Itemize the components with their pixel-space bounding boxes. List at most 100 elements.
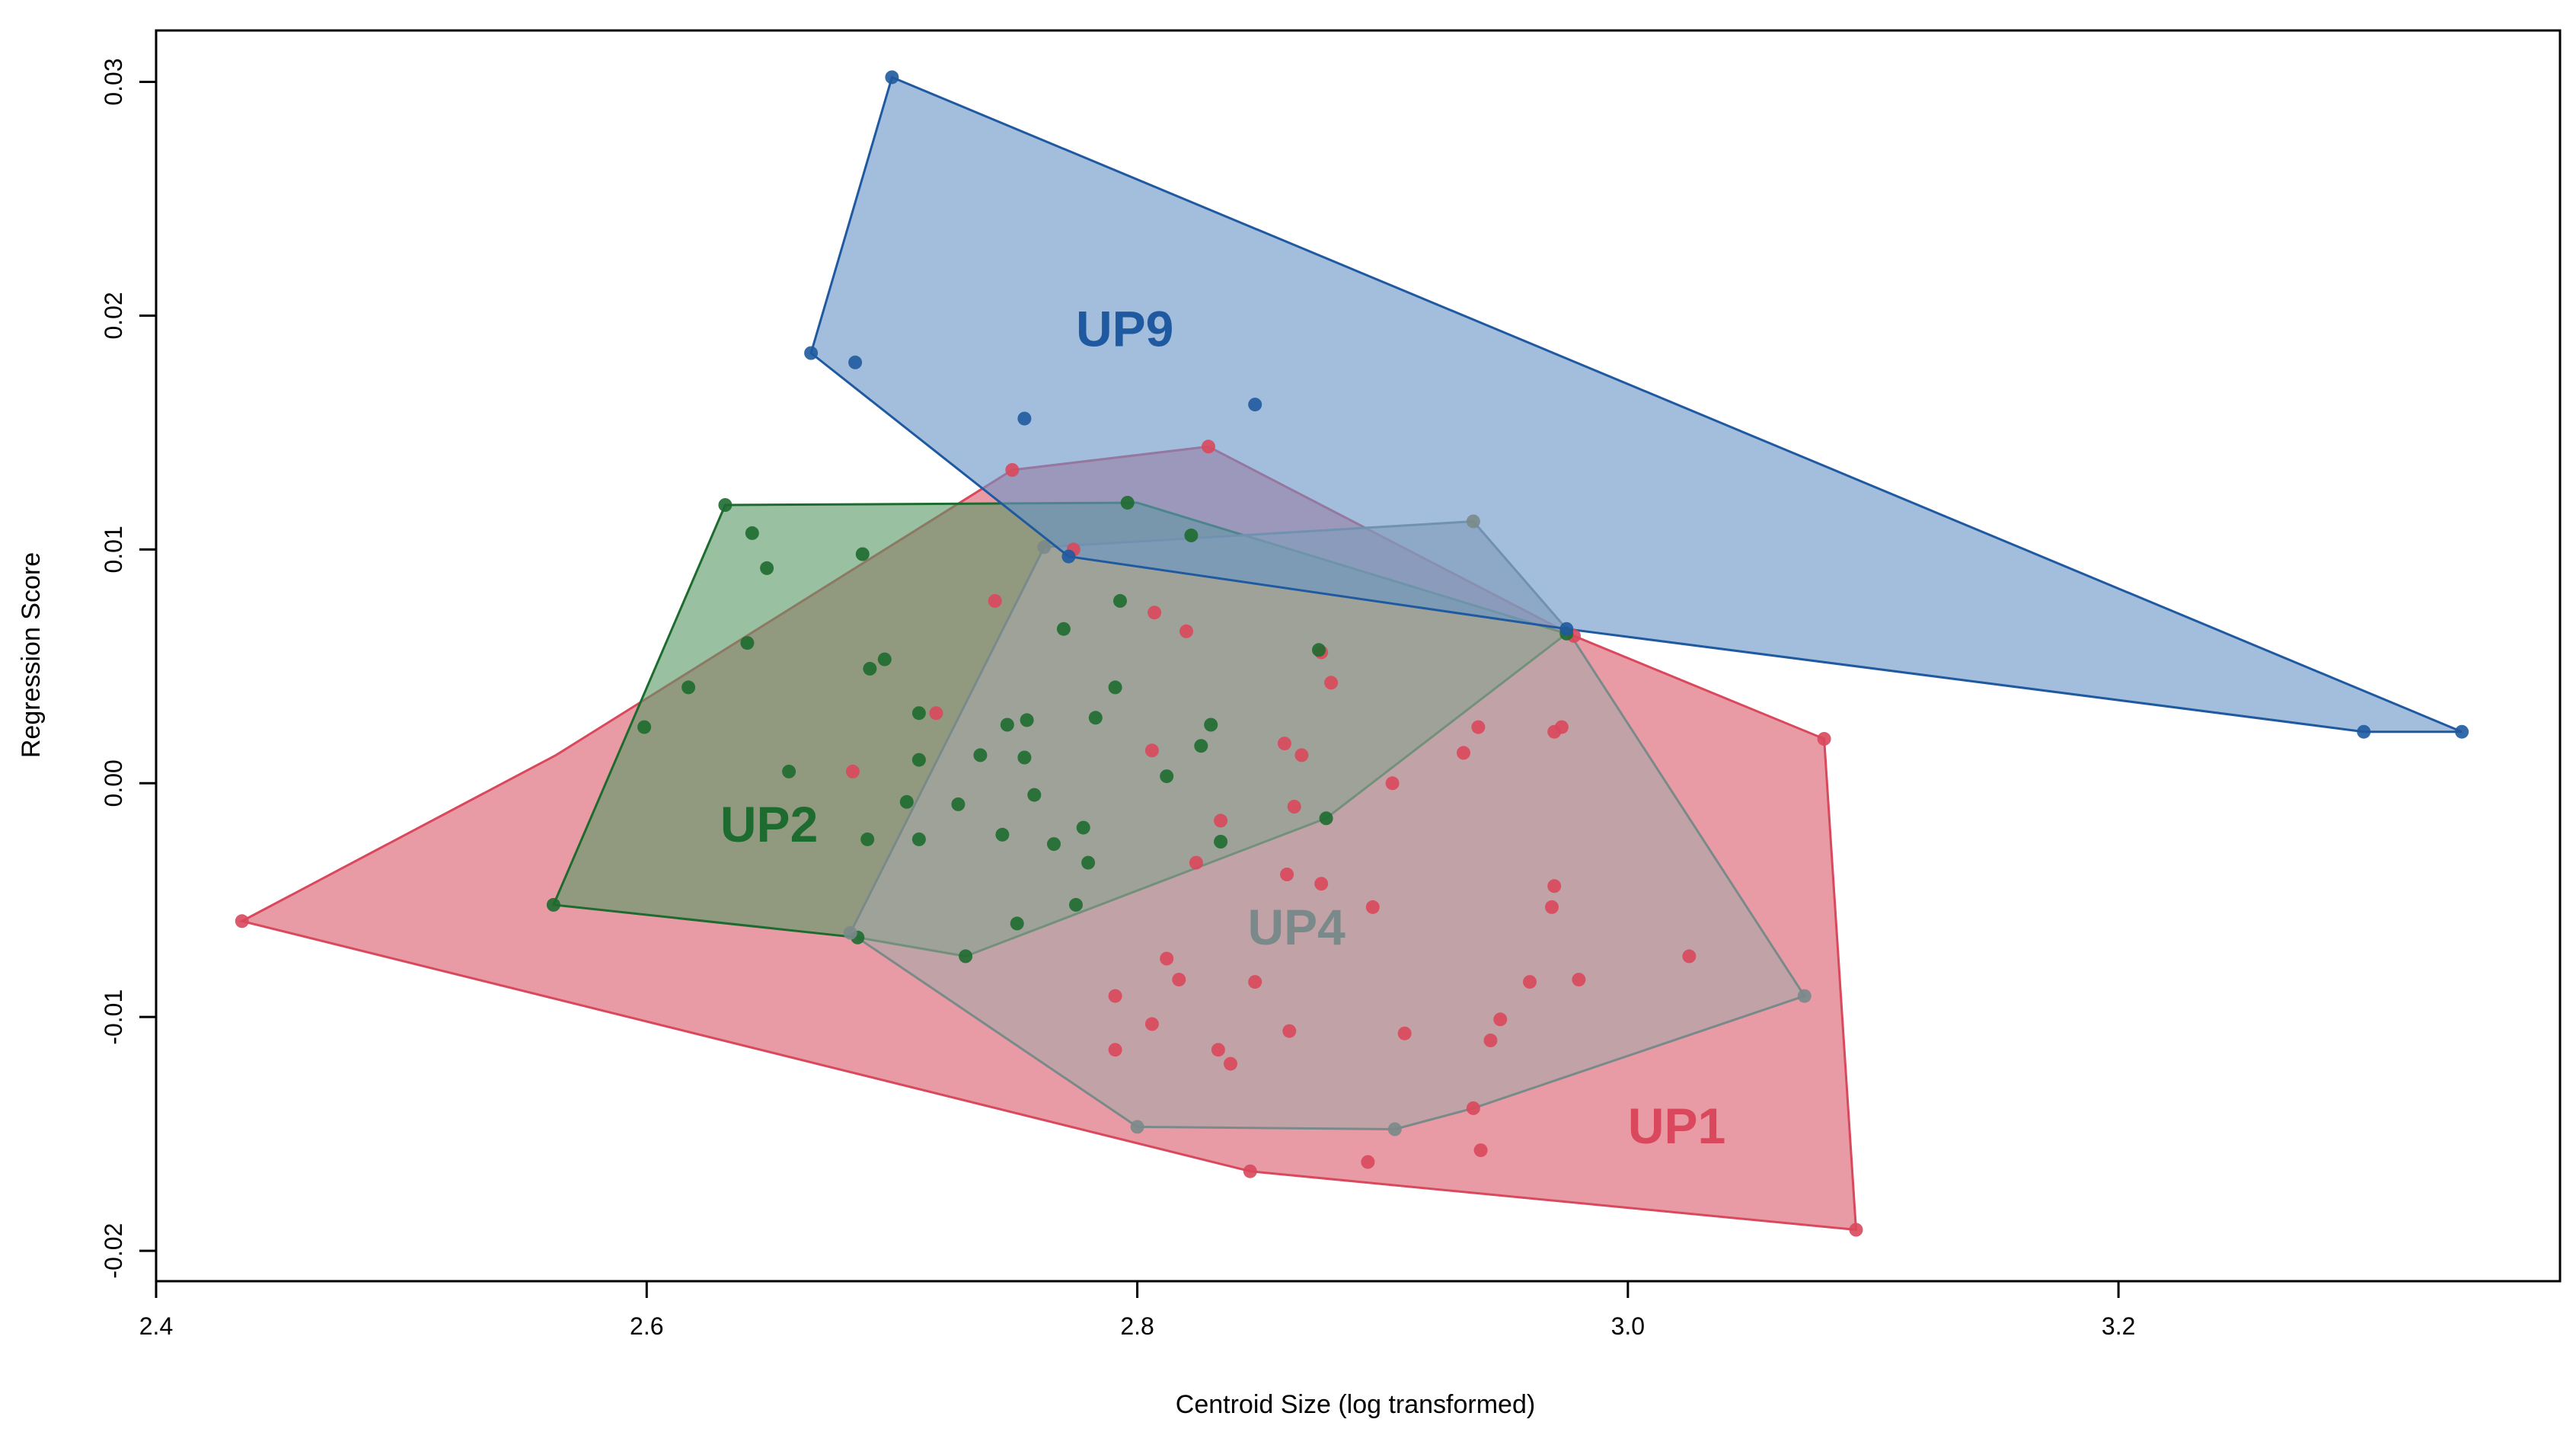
point-up1 [1554, 720, 1569, 734]
x-tick-label: 2.8 [1120, 1312, 1154, 1340]
point-up9 [848, 355, 863, 369]
point-up4 [1797, 989, 1811, 1003]
y-tick-label: 0.03 [100, 58, 127, 105]
point-up2 [973, 748, 988, 762]
point-up1 [1224, 1056, 1237, 1071]
point-up1 [1466, 1101, 1480, 1115]
point-up2 [637, 720, 652, 734]
point-up1 [1202, 440, 1215, 454]
point-up2 [1069, 897, 1083, 912]
x-tick-label: 2.6 [630, 1312, 663, 1340]
point-up2 [1000, 718, 1014, 732]
point-up9 [1061, 549, 1076, 564]
point-up2 [1113, 593, 1127, 608]
x-tick-label: 3.2 [2102, 1312, 2135, 1340]
point-up1 [845, 764, 860, 778]
point-up1 [1682, 949, 1697, 964]
point-up1 [1189, 855, 1203, 870]
point-up2 [899, 794, 914, 809]
x-tick-label: 2.4 [139, 1312, 173, 1340]
point-up1 [1365, 900, 1380, 914]
point-up4 [1130, 1120, 1144, 1134]
y-tick-label: 0.02 [100, 292, 127, 339]
point-up2 [951, 797, 966, 811]
x-axis: 2.4 2.6 2.8 3.0 3.2 [139, 1281, 2135, 1340]
y-tick-label: -0.01 [100, 989, 127, 1045]
point-up2 [1160, 769, 1174, 784]
point-up2 [1214, 835, 1228, 849]
x-axis-title: Centroid Size (log transformed) [1176, 1390, 1535, 1419]
point-up2 [740, 636, 755, 650]
point-up4 [843, 925, 857, 940]
point-up2 [1312, 643, 1326, 657]
plot-points [235, 70, 2469, 1237]
point-up1 [1483, 1033, 1498, 1047]
point-up1 [1314, 877, 1329, 891]
point-up2 [911, 706, 926, 721]
point-up9 [2455, 724, 2469, 739]
point-up1 [1849, 1223, 1863, 1237]
point-up1 [1282, 1024, 1297, 1038]
point-up4 [1387, 1122, 1402, 1136]
point-up2 [1319, 811, 1333, 826]
point-up2 [995, 827, 1010, 842]
point-up1 [1523, 975, 1537, 989]
point-up2 [860, 832, 875, 846]
point-up1 [1214, 813, 1228, 828]
plot-hulls [238, 75, 2463, 1232]
point-up1 [1005, 463, 1020, 477]
point-up1 [1144, 1017, 1159, 1031]
point-up1 [1294, 748, 1309, 762]
point-up1 [1572, 973, 1586, 987]
point-up4 [1037, 540, 1052, 555]
point-up1 [1817, 732, 1831, 746]
point-up2 [745, 526, 759, 540]
y-tick-label: 0.01 [100, 526, 127, 573]
point-up1 [235, 914, 249, 929]
point-up1 [1361, 1155, 1375, 1169]
point-up1 [1397, 1026, 1412, 1040]
x-tick-label: 3.0 [1611, 1312, 1645, 1340]
label-up1: UP1 [1628, 1098, 1725, 1154]
point-up9 [1017, 411, 1032, 426]
point-up1 [1179, 624, 1193, 638]
point-up1 [1473, 1143, 1488, 1158]
point-up2 [1120, 496, 1135, 510]
plot-frame [155, 29, 2562, 1283]
point-up1 [1280, 868, 1294, 881]
point-up1 [1471, 720, 1486, 734]
point-up2 [911, 832, 926, 846]
point-up1 [1493, 1012, 1508, 1027]
point-up9 [1559, 622, 1574, 636]
point-up1 [1211, 1043, 1225, 1057]
point-up2 [1056, 622, 1071, 636]
point-up1 [1287, 800, 1301, 813]
group-labels: UP1 UP2 UP4 UP9 [720, 300, 1725, 1154]
point-up2 [1076, 820, 1090, 835]
point-up2 [877, 652, 892, 666]
point-up1 [1160, 951, 1174, 966]
y-axis-title: Regression Score [17, 552, 46, 758]
point-up1 [1385, 776, 1400, 791]
point-up1 [1457, 746, 1470, 760]
point-up2 [1184, 528, 1199, 542]
point-up2 [1204, 718, 1218, 732]
point-up4 [1466, 514, 1480, 529]
point-up1 [1108, 1043, 1122, 1057]
point-up2 [1017, 750, 1032, 765]
label-up2: UP2 [720, 796, 818, 852]
point-up2 [1108, 680, 1122, 695]
point-up2 [1020, 713, 1034, 727]
point-up2 [855, 547, 870, 561]
point-up1 [1144, 743, 1159, 758]
point-up1 [988, 593, 1002, 608]
point-up1 [1277, 737, 1291, 751]
point-up1 [1324, 676, 1339, 690]
point-up2 [863, 661, 877, 676]
point-up2 [1088, 711, 1103, 725]
y-tick-label: 0.00 [100, 759, 127, 807]
point-up1 [1148, 606, 1162, 620]
point-up2 [1047, 837, 1061, 852]
point-up2 [959, 949, 973, 964]
